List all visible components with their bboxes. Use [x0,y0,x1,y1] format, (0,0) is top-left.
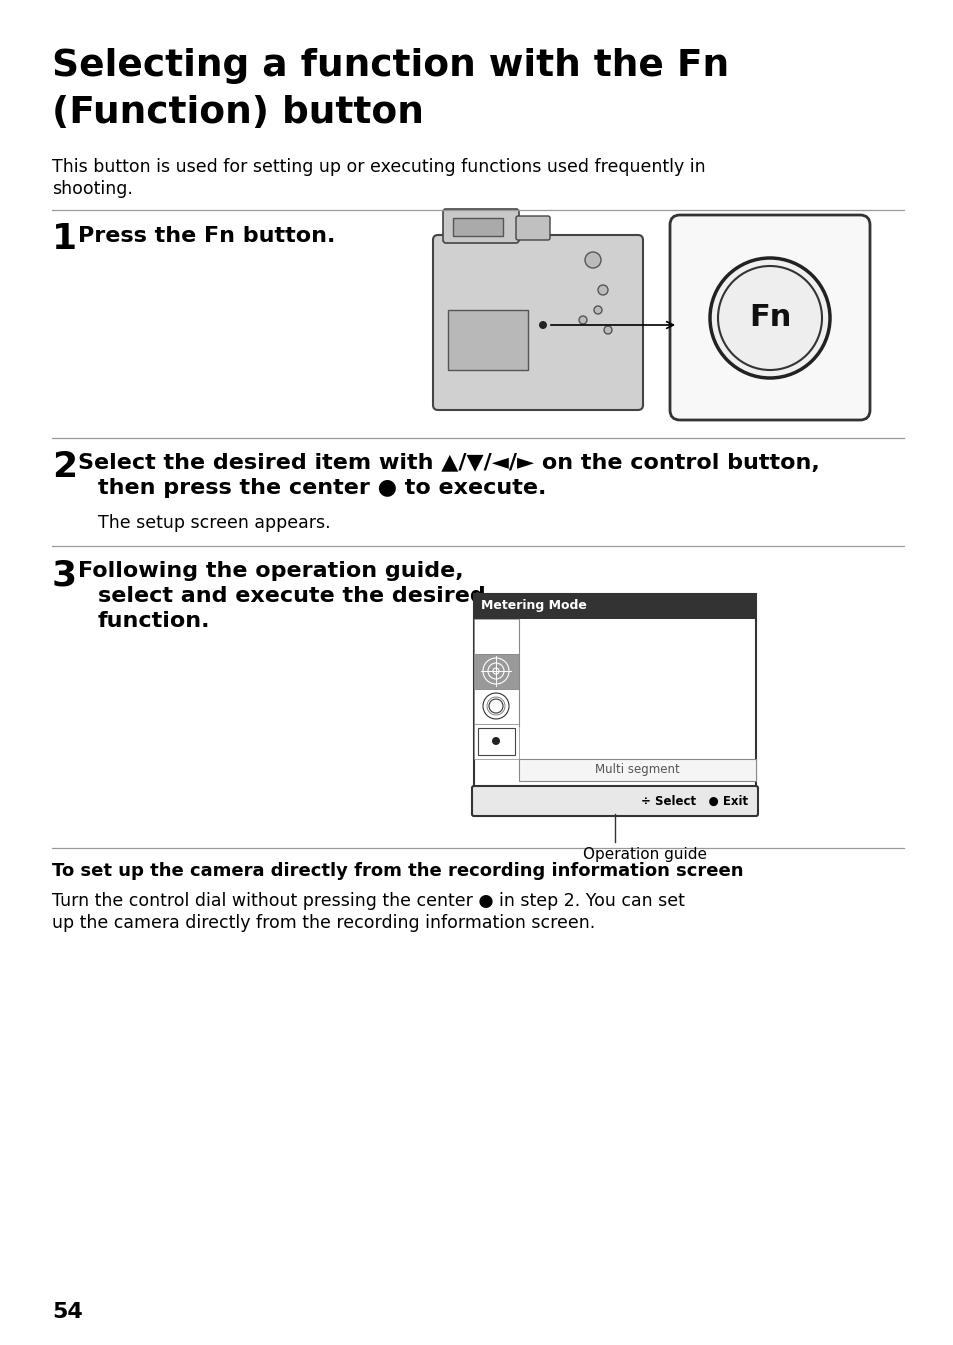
Bar [453,218,502,235]
FancyBboxPatch shape [516,217,550,239]
Circle shape [603,325,612,334]
Text: Fn: Fn [748,304,790,332]
FancyBboxPatch shape [442,208,518,243]
Bar [477,728,515,755]
Text: (Function) button: (Function) button [52,95,423,130]
Text: select and execute the desired: select and execute the desired [98,586,485,607]
Bar [474,689,518,724]
Text: then press the center ● to execute.: then press the center ● to execute. [98,477,546,498]
FancyBboxPatch shape [472,785,758,816]
Bar [474,594,755,814]
Text: ÷ Select   ● Exit: ÷ Select ● Exit [640,795,747,807]
Text: Operation guide: Operation guide [582,847,706,862]
Circle shape [594,307,601,313]
Circle shape [492,737,499,745]
Text: Following the operation guide,: Following the operation guide, [78,561,463,581]
Bar [448,309,527,370]
Text: Select the desired item with ▲/▼/◄/► on the control button,: Select the desired item with ▲/▼/◄/► on … [78,453,819,473]
Text: The setup screen appears.: The setup screen appears. [98,514,331,533]
Bar [474,654,518,689]
Text: This button is used for setting up or executing functions used frequently in: This button is used for setting up or ex… [52,157,705,176]
Text: 1: 1 [52,222,77,256]
Text: function.: function. [98,611,211,631]
Text: 54: 54 [52,1302,83,1322]
FancyBboxPatch shape [669,215,869,420]
Text: Turn the control dial without pressing the center ● in step 2. You can set: Turn the control dial without pressing t… [52,892,684,911]
Circle shape [578,316,586,324]
Bar [518,759,755,781]
FancyBboxPatch shape [433,235,642,410]
Bar [474,654,518,689]
Bar [474,594,755,619]
Text: Multi segment: Multi segment [594,764,679,776]
Circle shape [718,266,821,370]
Bar [474,619,518,654]
Text: Metering Mode: Metering Mode [480,600,586,612]
Bar [474,724,518,759]
Text: To set up the camera directly from the recording information screen: To set up the camera directly from the r… [52,862,742,880]
Text: 2: 2 [52,451,77,484]
Circle shape [584,252,600,268]
Text: shooting.: shooting. [52,180,132,198]
Text: up the camera directly from the recording information screen.: up the camera directly from the recordin… [52,915,595,932]
Circle shape [538,321,546,330]
Text: Press the Fn button.: Press the Fn button. [78,226,335,246]
Text: 3: 3 [52,558,77,592]
Text: Selecting a function with the Fn: Selecting a function with the Fn [52,48,728,83]
Circle shape [598,285,607,295]
Circle shape [709,258,829,378]
